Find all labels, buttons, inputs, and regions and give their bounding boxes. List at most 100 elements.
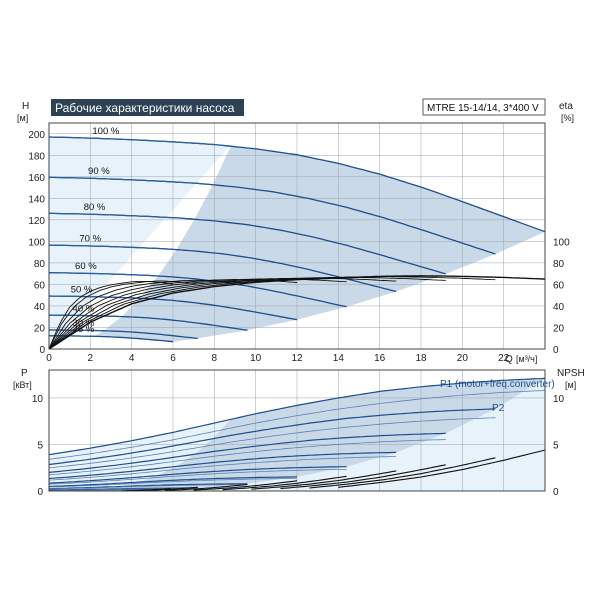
efficiency-curve-5 <box>48 279 298 350</box>
x-tick-label: 20 <box>457 353 469 364</box>
x-tick-label: 6 <box>170 353 176 364</box>
y-tick-label: 0 <box>39 345 45 356</box>
p-tick-label: 0 <box>37 487 43 498</box>
x-tick-label: 2 <box>88 353 94 364</box>
x-axis-label-q: Q <box>505 354 513 365</box>
npsh-curve-4 <box>222 475 347 491</box>
npsh-curve-6 <box>164 483 248 491</box>
y-tick-label: 120 <box>28 216 45 227</box>
y2-axis-label-npsh: NPSH <box>557 368 585 379</box>
power-p1-curve-3 <box>48 451 397 480</box>
head-curve-start-0 <box>48 136 231 147</box>
speed-label: 80 % <box>84 202 106 213</box>
efficiency-curve-2 <box>48 276 446 350</box>
chart-title-banner <box>51 99 244 116</box>
x-tick-label: 12 <box>291 353 303 364</box>
head-curve-start-8 <box>48 335 95 337</box>
x-tick-label: 0 <box>46 353 52 364</box>
efficiency-curve-7 <box>48 280 198 350</box>
speed-label: 90 % <box>88 166 110 177</box>
speed-label: 50 % <box>71 284 93 295</box>
series-label-p2: P2 <box>492 403 505 414</box>
chart-title: Рабочие характеристики насоса <box>55 101 235 115</box>
power-p1-curve-1 <box>48 408 496 466</box>
power-area-dark <box>94 378 545 490</box>
y-tick-label: 20 <box>34 323 46 334</box>
series-label-p1: P1 (motor+freq.converter) <box>440 379 555 390</box>
power-p2-curve-6 <box>48 484 248 490</box>
speed-label: 25 % <box>73 324 95 335</box>
npsh-tick-label: 5 <box>553 440 559 451</box>
x-tick-label: 10 <box>250 353 262 364</box>
power-p2-curve-0 <box>48 390 546 460</box>
y2-tick-label: 80 <box>553 259 565 270</box>
npsh-curve-0 <box>338 449 546 488</box>
y-tick-label: 100 <box>28 237 45 248</box>
y-tick-label: 140 <box>28 194 45 205</box>
efficiency-curve-3 <box>48 277 397 350</box>
power-p2-curve-2 <box>48 439 446 476</box>
y-tick-label: 160 <box>28 173 45 184</box>
speed-label: 60 % <box>75 261 97 272</box>
efficiency-curve-8 <box>48 280 174 350</box>
operating-area-light <box>49 137 230 349</box>
npsh-curve-2 <box>280 464 446 490</box>
y2-axis-unit-eta: [%] <box>561 113 574 123</box>
npsh-tick-label: 0 <box>553 487 559 498</box>
plot-frame-lower <box>48 369 546 492</box>
efficiency-curve-4 <box>48 278 347 350</box>
head-curve-start-5 <box>48 295 140 299</box>
y-tick-label: 200 <box>28 130 45 141</box>
speed-label: 30 % <box>73 318 95 329</box>
x-tick-label: 4 <box>129 353 135 364</box>
efficiency-curve-6 <box>48 279 248 350</box>
head-curve-start-2 <box>48 212 194 220</box>
y-axis-label-h: H <box>22 101 29 112</box>
npsh-tick-label: 10 <box>553 394 565 405</box>
p-tick-label: 10 <box>32 394 44 405</box>
power-p1-curve-4 <box>48 466 347 484</box>
y2-axis-unit-npsh: [м] <box>565 380 576 390</box>
power-p1-curve-0 <box>48 377 546 456</box>
power-p2-curve-1 <box>48 417 496 469</box>
head-curve-start-3 <box>48 244 174 251</box>
head-curve-start-4 <box>49 272 157 277</box>
speed-label: 40 % <box>73 303 95 314</box>
power-p2-curve-3 <box>48 456 397 481</box>
y-tick-label: 80 <box>34 259 46 270</box>
head-curve-start-1 <box>48 176 211 186</box>
x-tick-label: 8 <box>212 353 218 364</box>
x-axis-unit-q: [м³/ч] <box>516 354 537 364</box>
operating-area-dark <box>94 146 545 342</box>
x-tick-label: 18 <box>415 353 427 364</box>
model-box <box>422 98 546 116</box>
power-p1-curve-5 <box>48 476 298 488</box>
npsh-curve-1 <box>309 457 496 489</box>
y-tick-label: 180 <box>28 151 45 162</box>
y2-axis-label-eta: eta <box>559 101 573 112</box>
y2-tick-label: 40 <box>553 302 565 313</box>
power-p2-curve-4 <box>48 468 347 485</box>
x-tick-label: 22 <box>498 353 510 364</box>
y-tick-label: 60 <box>34 280 46 291</box>
y-tick-label: 40 <box>34 302 46 313</box>
power-p2-curve-5 <box>48 478 298 488</box>
npsh-curve-3 <box>251 470 397 490</box>
x-tick-label: 16 <box>374 353 386 364</box>
y-axis-label-p: P <box>21 368 28 379</box>
y2-tick-label: 20 <box>553 323 565 334</box>
plot-frame-upper <box>48 122 546 350</box>
efficiency-curve-1 <box>48 276 496 350</box>
power-p1-curve-2 <box>48 432 446 473</box>
speed-label: 70 % <box>79 234 101 245</box>
y2-tick-label: 60 <box>553 280 565 291</box>
npsh-curve-5 <box>193 480 298 491</box>
x-tick-label: 14 <box>333 353 345 364</box>
y-axis-unit-h: [м] <box>17 113 28 123</box>
y2-tick-label: 0 <box>553 345 559 356</box>
y2-tick-label: 100 <box>553 237 570 248</box>
y-axis-unit-p: [кВт] <box>13 380 32 390</box>
p-tick-label: 5 <box>37 440 43 451</box>
npsh-curve-8 <box>121 488 171 492</box>
